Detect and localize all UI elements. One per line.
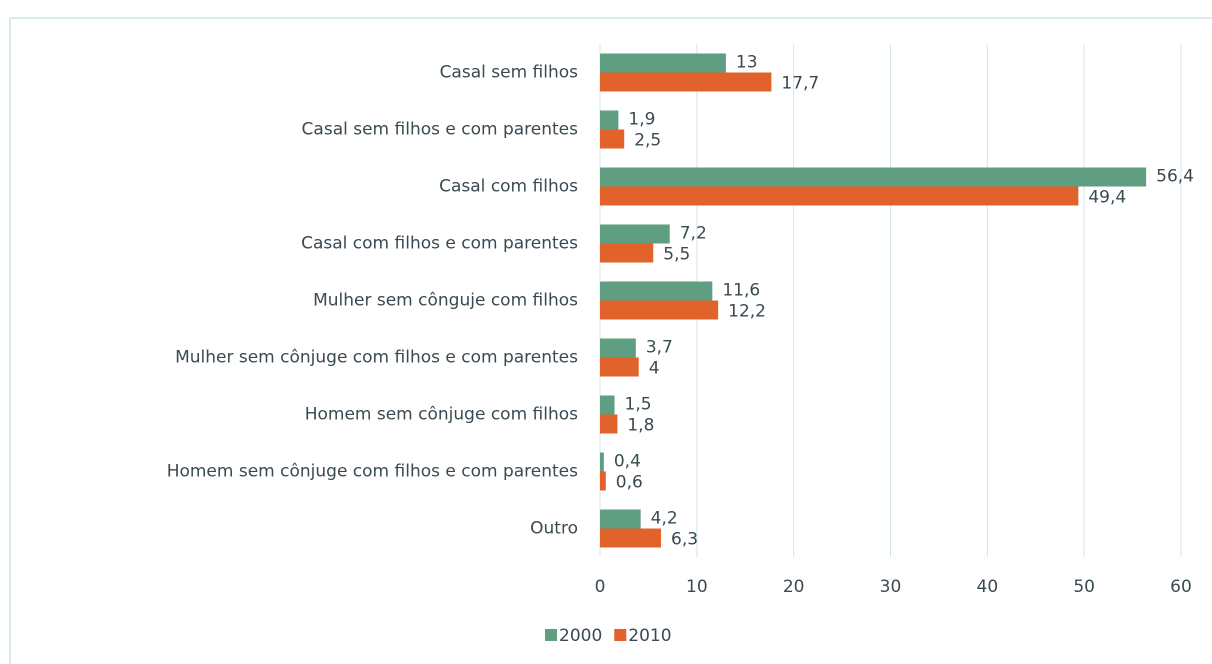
x-tick-label: 20 bbox=[783, 577, 805, 597]
data-label: 1,8 bbox=[627, 416, 654, 436]
x-tick-label: 50 bbox=[1073, 577, 1095, 597]
legend-swatch bbox=[545, 629, 557, 641]
bar bbox=[600, 395, 615, 415]
bar bbox=[600, 72, 772, 92]
bar bbox=[600, 281, 713, 301]
data-label: 5,5 bbox=[663, 245, 690, 265]
bar bbox=[600, 471, 606, 491]
x-tick-label: 30 bbox=[880, 577, 902, 597]
bar bbox=[600, 224, 670, 244]
bar bbox=[600, 338, 636, 358]
x-tick-label: 60 bbox=[1170, 577, 1192, 597]
chart-frame bbox=[9, 17, 1212, 664]
data-label: 0,6 bbox=[616, 473, 643, 493]
bar bbox=[600, 414, 618, 434]
bar bbox=[600, 357, 639, 377]
bar bbox=[600, 300, 719, 320]
bar bbox=[600, 110, 619, 130]
x-tick-label: 10 bbox=[686, 577, 708, 597]
data-label: 49,4 bbox=[1088, 188, 1126, 208]
bar bbox=[600, 186, 1079, 206]
data-label: 0,4 bbox=[614, 452, 641, 472]
category-label: Casal com filhos e com parentes bbox=[301, 234, 578, 254]
data-label: 4 bbox=[649, 359, 660, 379]
data-label: 56,4 bbox=[1156, 167, 1194, 187]
legend-label: 2010 bbox=[628, 626, 671, 646]
data-label: 6,3 bbox=[671, 530, 698, 550]
data-label: 11,6 bbox=[722, 281, 760, 301]
legend-label: 2000 bbox=[559, 626, 602, 646]
category-label: Casal sem filhos e com parentes bbox=[302, 120, 579, 140]
category-label: Homem sem cônjuge com filhos bbox=[305, 405, 578, 425]
bar bbox=[600, 452, 604, 472]
bar bbox=[600, 129, 625, 149]
category-label: Outro bbox=[530, 519, 578, 539]
data-label: 12,2 bbox=[728, 302, 766, 322]
legend-swatch bbox=[614, 629, 627, 641]
bar bbox=[600, 243, 654, 263]
category-label: Homem sem cônjuge com filhos e com paren… bbox=[167, 462, 578, 482]
bar bbox=[600, 509, 641, 529]
category-label: Casal sem filhos bbox=[440, 63, 579, 83]
bar bbox=[600, 53, 726, 73]
data-label: 7,2 bbox=[680, 224, 707, 244]
data-label: 1,9 bbox=[628, 110, 655, 130]
category-label: Mulher sem cônguje com filhos bbox=[313, 291, 578, 311]
data-label: 17,7 bbox=[781, 74, 819, 94]
bar bbox=[600, 528, 662, 548]
x-tick-label: 0 bbox=[595, 577, 606, 597]
data-label: 3,7 bbox=[646, 338, 673, 358]
x-tick-label: 40 bbox=[977, 577, 999, 597]
data-label: 4,2 bbox=[651, 509, 678, 529]
data-label: 1,5 bbox=[625, 395, 652, 415]
data-label: 13 bbox=[736, 53, 758, 73]
category-label: Casal com filhos bbox=[439, 177, 578, 197]
category-label: Mulher sem cônjuge com filhos e com pare… bbox=[175, 348, 578, 368]
bar bbox=[600, 167, 1147, 187]
data-label: 2,5 bbox=[634, 131, 661, 151]
